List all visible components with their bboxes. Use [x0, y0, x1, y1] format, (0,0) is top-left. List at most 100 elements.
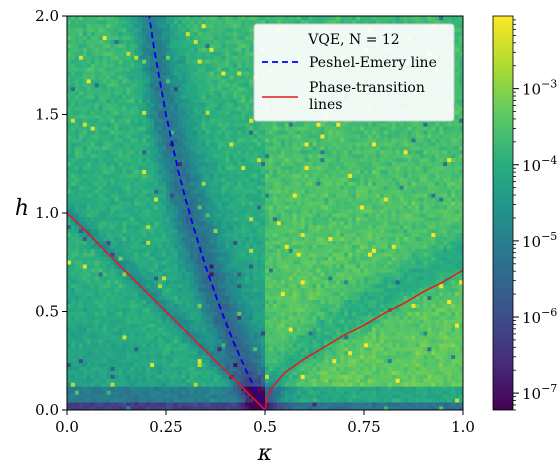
heatmap-cell: [67, 63, 72, 68]
heatmap-cell: [205, 283, 210, 289]
heatmap-cell: [249, 130, 254, 135]
heatmap-cell: [185, 205, 191, 210]
heatmap-cell: [209, 370, 214, 375]
heatmap-cell: [74, 185, 80, 190]
heatmap-cell: [253, 276, 258, 281]
heatmap-cell: [118, 220, 123, 226]
heatmap-cell: [94, 35, 100, 40]
heatmap-cell: [114, 153, 119, 159]
heatmap-cell: [106, 205, 111, 210]
heatmap-cell: [122, 295, 127, 301]
heatmap-cell: [162, 283, 167, 289]
heatmap-cell: [86, 236, 92, 241]
heatmap-cell: [237, 331, 242, 336]
heatmap-cell: [134, 134, 139, 139]
heatmap-cell: [110, 240, 115, 245]
heatmap-cell: [197, 118, 202, 123]
heatmap-cell: [106, 299, 111, 304]
heatmap-cell: [233, 75, 238, 80]
heatmap-cell: [98, 114, 103, 119]
heatmap-cell: [201, 354, 206, 360]
heatmap-cell: [166, 406, 171, 410]
heatmap-cell: [169, 138, 175, 143]
heatmap-cell: [213, 193, 218, 198]
heatmap-cell: [209, 114, 214, 119]
heatmap-cell: [114, 169, 119, 174]
heatmap-cell: [229, 98, 234, 104]
heatmap-cell: [122, 323, 127, 328]
heatmap-cell: [102, 339, 107, 344]
heatmap-cell: [166, 339, 171, 344]
heatmap-cell: [185, 110, 191, 115]
heatmap-cell: [90, 110, 96, 115]
heatmap-cell: [67, 130, 72, 135]
heatmap-cell: [217, 276, 222, 281]
heatmap-cell: [74, 142, 80, 147]
heatmap-cell: [181, 213, 187, 218]
heatmap-cell: [146, 209, 151, 214]
heatmap-cell: [185, 189, 191, 194]
heatmap-cell: [110, 287, 115, 293]
heatmap-cell: [229, 303, 234, 308]
heatmap-cell: [158, 228, 163, 234]
heatmap-cell: [177, 31, 183, 37]
heatmap-cell: [78, 406, 84, 410]
heatmap-cell: [189, 224, 195, 230]
heatmap-cell: [78, 220, 84, 226]
heatmap-cell: [225, 134, 230, 139]
heatmap-cell: [154, 197, 159, 202]
heatmap-cell: [86, 47, 92, 52]
heatmap-cell: [209, 67, 214, 72]
heatmap-cell: [86, 138, 92, 143]
heatmap-cell: [189, 295, 195, 301]
heatmap-cell: [189, 193, 195, 198]
heatmap-cell: [201, 311, 206, 316]
heatmap-cell: [70, 161, 76, 167]
heatmap-cell: [217, 23, 222, 29]
heatmap-cell: [249, 299, 254, 304]
heatmap-cell: [233, 370, 238, 375]
heatmap-cell: [90, 149, 96, 155]
heatmap-cell: [82, 264, 88, 269]
heatmap-cell: [245, 272, 250, 277]
heatmap-cell: [134, 354, 139, 360]
heatmap-cell: [86, 181, 92, 186]
heatmap-cell: [82, 232, 88, 237]
heatmap-cell: [181, 232, 187, 237]
heatmap-cell: [241, 240, 246, 245]
heatmap-cell: [67, 279, 72, 285]
heatmap-cell: [245, 291, 250, 297]
heatmap-cell: [233, 307, 238, 312]
heatmap-cell: [257, 252, 262, 257]
heatmap-cell: [173, 244, 179, 249]
heatmap-cell: [257, 311, 262, 316]
heatmap-cell: [98, 177, 103, 182]
heatmap-cell: [225, 71, 230, 76]
heatmap-cell: [181, 79, 187, 84]
heatmap-cell: [181, 283, 187, 289]
heatmap-cell: [86, 346, 92, 352]
heatmap-cell: [185, 134, 191, 139]
heatmap-cell: [70, 327, 76, 332]
heatmap-cell: [90, 75, 96, 80]
heatmap-cell: [201, 394, 206, 399]
heatmap-cell: [225, 79, 230, 84]
heatmap-cell: [130, 165, 135, 171]
heatmap-cell: [237, 51, 242, 56]
heatmap-cell: [197, 39, 202, 44]
heatmap-cell: [225, 232, 230, 237]
heatmap-cell: [261, 232, 266, 237]
heatmap-cell: [86, 90, 92, 96]
heatmap-cell: [70, 51, 76, 56]
heatmap-cell: [126, 205, 131, 210]
heatmap-cell: [185, 16, 191, 21]
heatmap-cell: [166, 126, 171, 131]
heatmap-cell: [142, 213, 147, 218]
heatmap-cell: [130, 406, 135, 410]
heatmap-cell: [67, 98, 72, 104]
heatmap-cell: [245, 209, 250, 214]
heatmap-cell: [122, 236, 127, 241]
heatmap-cell: [158, 378, 163, 383]
heatmap-cell: [98, 161, 103, 167]
heatmap-cell: [98, 142, 103, 147]
